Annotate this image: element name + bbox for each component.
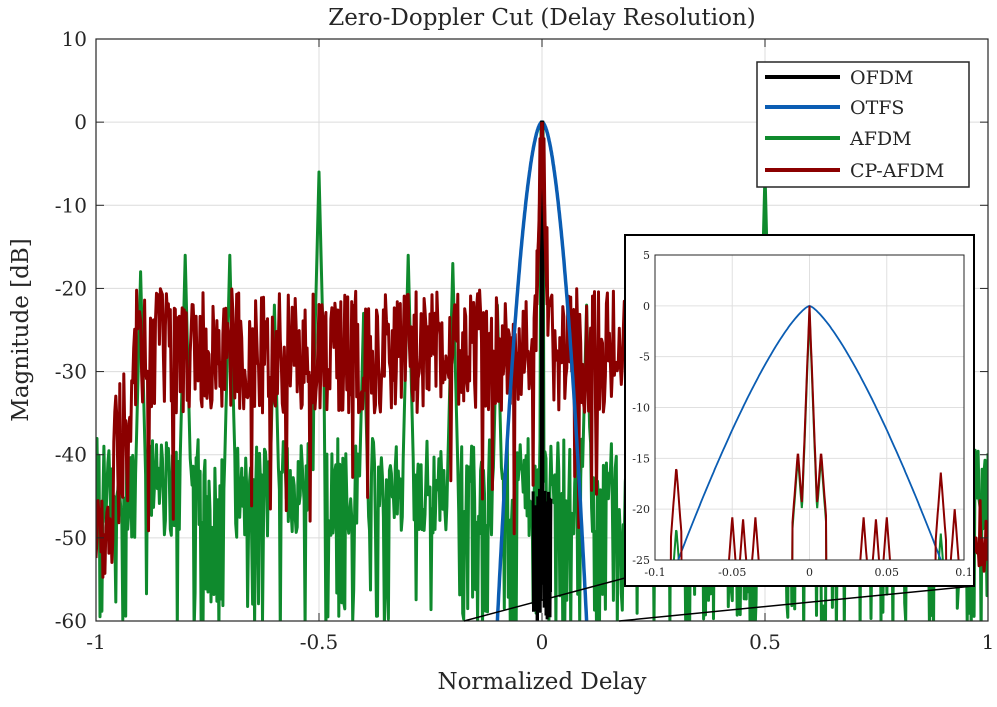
inset-y-tick-label: 0 bbox=[643, 300, 650, 313]
inset-series-line-cp-afdm bbox=[669, 305, 960, 560]
y-tick-label: -60 bbox=[55, 609, 87, 633]
y-tick-label: -50 bbox=[55, 526, 87, 550]
legend-label-otfs: OTFS bbox=[850, 97, 904, 119]
inset-x-tick-label: 0.1 bbox=[955, 566, 973, 579]
inset-y-tick-label: -10 bbox=[632, 402, 650, 415]
y-tick-label: -40 bbox=[55, 443, 87, 467]
legend-label-cp-afdm: CP-AFDM bbox=[850, 160, 944, 182]
inset-y-tick-label: 5 bbox=[643, 249, 650, 262]
zoom-connector-right bbox=[618, 585, 975, 622]
inset-ticks: -0.1 -0.05 0 0.05 0.1 5 0 -5 -10 -15 -20 -25 bbox=[632, 249, 972, 579]
y-axis-label: Magnitude [dB] bbox=[8, 238, 34, 421]
y-tick-label: -30 bbox=[55, 360, 87, 384]
inset-x-tick-label: 0 bbox=[806, 566, 813, 579]
legend-box bbox=[756, 61, 970, 188]
x-tick-label: 0.5 bbox=[749, 630, 781, 654]
legend-label-ofdm: OFDM bbox=[850, 67, 913, 89]
zoom-connector-left bbox=[463, 577, 626, 622]
chart-title: Zero-Doppler Cut (Delay Resolution) bbox=[328, 5, 756, 31]
x-tick-label: 1 bbox=[982, 630, 995, 654]
y-tick-label: -20 bbox=[55, 276, 87, 300]
inset-x-tick-label: -0.05 bbox=[718, 566, 746, 579]
inset-x-tick-label: 0.05 bbox=[875, 566, 900, 579]
y-tick-label: 0 bbox=[74, 110, 87, 134]
series-peak-cp-afdm bbox=[534, 122, 550, 306]
legend: OFDM OTFS AFDM CP-AFDM bbox=[756, 61, 970, 188]
x-tick-label: -0.5 bbox=[300, 630, 339, 654]
x-tick-label: 0 bbox=[536, 630, 549, 654]
inset-frame-outer bbox=[624, 234, 975, 587]
x-tick-label: -1 bbox=[86, 630, 105, 654]
inset-series-group bbox=[669, 304, 960, 560]
inset-x-tick-label: -0.1 bbox=[644, 566, 665, 579]
inset-y-tick-label: -15 bbox=[632, 452, 650, 465]
y-tick-label: 10 bbox=[62, 27, 87, 51]
inset-chart: -0.1 -0.05 0 0.05 0.1 5 0 -5 -10 -15 -20 -25 bbox=[624, 234, 975, 587]
x-axis-label: Normalized Delay bbox=[437, 669, 646, 695]
inset-plot-frame bbox=[654, 254, 965, 561]
y-tick-label: -10 bbox=[55, 193, 87, 217]
legend-label-afdm: AFDM bbox=[849, 128, 912, 150]
inset-y-tick-label: -25 bbox=[632, 554, 650, 567]
inset-y-tick-label: -20 bbox=[632, 503, 650, 516]
inset-y-tick-label: -5 bbox=[639, 351, 650, 364]
